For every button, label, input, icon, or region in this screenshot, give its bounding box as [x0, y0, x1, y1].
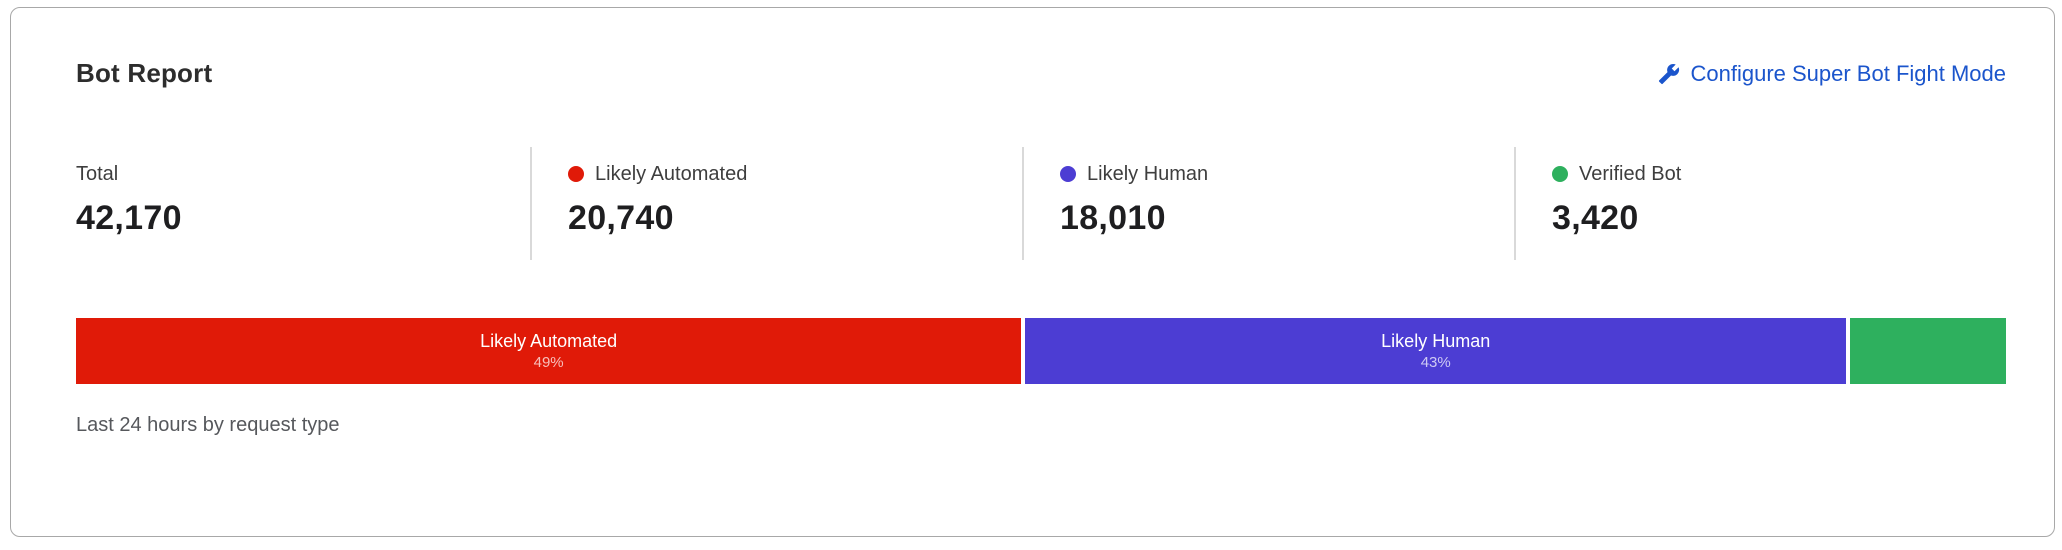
page-title: Bot Report	[76, 58, 213, 88]
stat-likely-human-label: Likely Human	[1087, 163, 1209, 185]
stat-likely-human: Likely Human 18,010	[1022, 147, 1514, 260]
stat-verified-bot: Verified Bot 3,420	[1514, 147, 2006, 260]
bar-segment-likely-human[interactable]: Likely Human 43%	[1025, 318, 1847, 384]
card-header: Bot Report Configure Super Bot Fight Mod…	[76, 58, 2006, 89]
likely-automated-dot-icon	[568, 166, 584, 182]
stat-verified-bot-value: 3,420	[1552, 199, 1639, 237]
stat-verified-bot-label: Verified Bot	[1579, 163, 1682, 185]
stat-total: Total 42,170	[76, 147, 530, 260]
bar-segment-likely-automated-label: Likely Automated	[480, 331, 618, 351]
bar-segment-likely-human-label: Likely Human	[1381, 331, 1491, 351]
bar-segment-likely-human-percent: 43%	[1420, 354, 1451, 371]
stat-total-value: 42,170	[76, 199, 182, 237]
stat-likely-human-value: 18,010	[1060, 199, 1166, 237]
bar-segment-likely-automated-percent: 49%	[533, 354, 564, 371]
stat-total-label: Total	[76, 163, 119, 185]
caption-last-24-hours: Last 24 hours by request type	[76, 414, 340, 436]
stats-row: Total 42,170 Likely Automated 20,740 Lik…	[76, 147, 2006, 260]
stat-total-label-row: Total	[76, 161, 530, 187]
bar-segment-likely-automated[interactable]: Likely Automated 49%	[76, 318, 1022, 384]
stat-likely-automated-label: Likely Automated	[595, 163, 748, 185]
bot-report-card: Bot Report Configure Super Bot Fight Mod…	[10, 7, 2055, 537]
stat-likely-automated: Likely Automated 20,740	[530, 147, 1022, 260]
verified-bot-dot-icon	[1552, 166, 1568, 182]
stat-likely-automated-value: 20,740	[568, 199, 674, 237]
stat-likely-human-label-row: Likely Human	[1060, 161, 1514, 187]
bar-segment-verified-bot[interactable]	[1850, 318, 2006, 384]
stat-verified-bot-label-row: Verified Bot	[1552, 161, 2006, 187]
wrench-icon	[1659, 63, 1680, 84]
likely-human-dot-icon	[1060, 166, 1076, 182]
request-distribution-bar: Likely Automated 49% Likely Human 43%	[76, 318, 2006, 384]
configure-super-bot-fight-mode-link[interactable]: Configure Super Bot Fight Mode	[1658, 61, 2006, 87]
configure-link-label: Configure Super Bot Fight Mode	[1690, 60, 2006, 86]
stat-likely-automated-label-row: Likely Automated	[568, 161, 1022, 187]
